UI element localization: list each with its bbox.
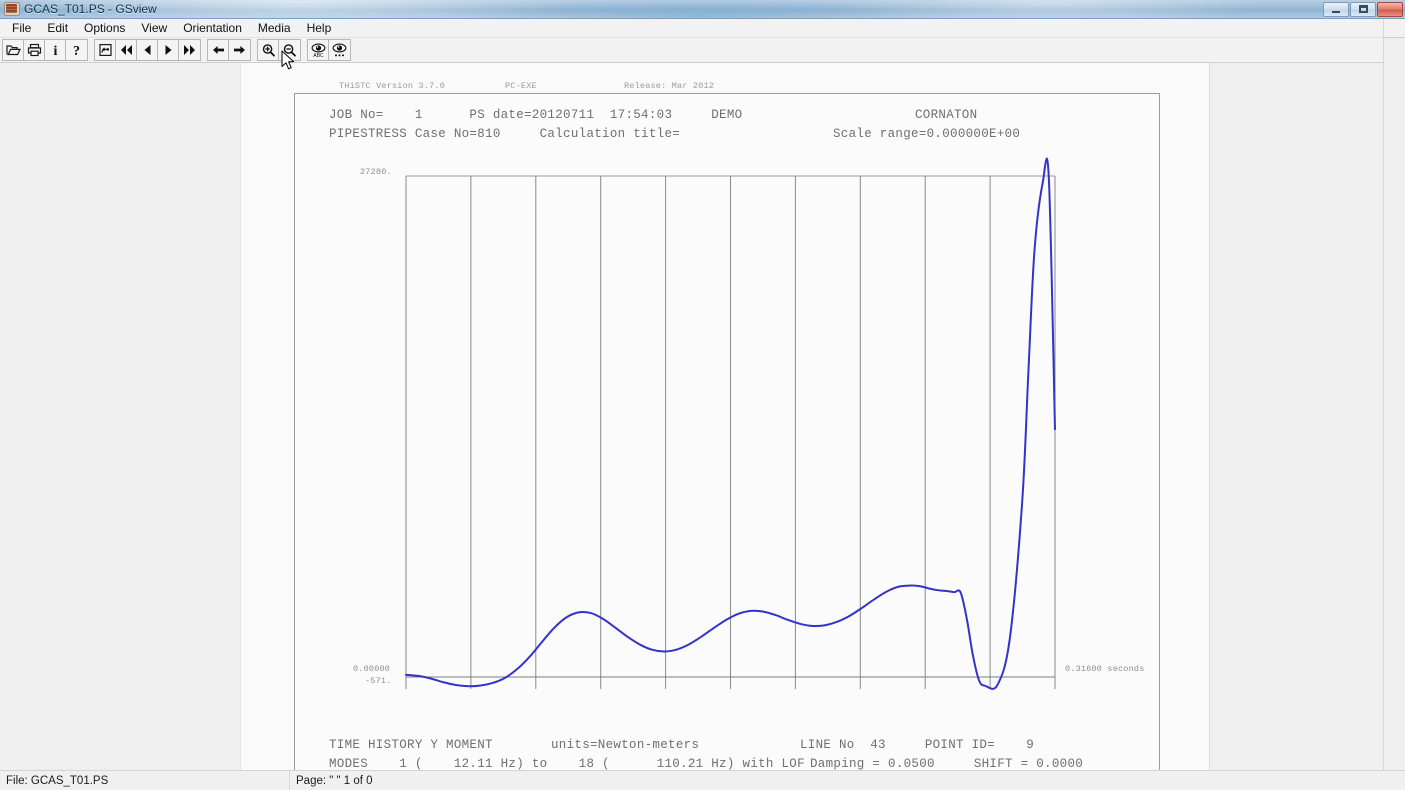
header-scale-range: Scale range=0.000000E+00: [833, 127, 1021, 141]
document-canvas[interactable]: THiSTC Version 3.7.0 PC-EXE Release: Mar…: [0, 63, 1383, 770]
banner-platform: PC-EXE: [505, 81, 537, 91]
footer-line-id: LINE No 43 POINT ID= 9: [800, 738, 1035, 752]
header-case-line: PIPESTRESS Case No=810 Calculation title…: [329, 127, 681, 141]
menu-item-help[interactable]: Help: [306, 21, 332, 35]
header-site: CORNATON: [915, 108, 978, 122]
toolbar-group-history: [207, 39, 251, 61]
window-title-bar[interactable]: GCAS_T01.PS - GSview: [0, 0, 1405, 19]
status-file: File: GCAS_T01.PS: [0, 771, 290, 790]
display-image-icon[interactable]: [329, 40, 350, 60]
window-title: GCAS_T01.PS - GSview: [24, 2, 157, 16]
plot-gridlines: [405, 175, 1056, 689]
y-axis-max-label: 27280.: [360, 167, 392, 177]
footer-title: TIME HISTORY Y MOMENT: [329, 738, 493, 752]
next-page-icon[interactable]: [158, 40, 179, 60]
banner-product: THiSTC Version 3.7.0: [339, 81, 446, 91]
goto-forward-icon[interactable]: [229, 40, 250, 60]
info-icon[interactable]: i: [45, 40, 66, 60]
menu-item-file[interactable]: File: [12, 21, 32, 35]
display-text-icon[interactable]: ABC: [308, 40, 329, 60]
svg-text:i: i: [53, 44, 57, 57]
y-axis-min-label: -571.: [365, 676, 392, 686]
window-controls: [1323, 1, 1405, 17]
menu-item-orientation[interactable]: Orientation: [183, 21, 242, 35]
open-file-icon[interactable]: [3, 40, 24, 60]
data-series-curve: [405, 157, 1056, 690]
zoom-out-icon[interactable]: [279, 40, 300, 60]
toolbar-group-navigation: [94, 39, 201, 61]
menu-bar: File Edit Options View Orientation Media…: [0, 19, 1405, 38]
print-icon[interactable]: [24, 40, 45, 60]
banner-release: Release: Mar 2012: [624, 81, 715, 91]
toolbar-group-zoom: [257, 39, 301, 61]
previous-page-icon[interactable]: [137, 40, 158, 60]
menu-item-options[interactable]: Options: [84, 21, 126, 35]
toolbar-group-display: ABC: [307, 39, 351, 61]
status-bar: File: GCAS_T01.PS Page: " " 1 of 0: [0, 770, 1405, 790]
svg-text:ABC: ABC: [313, 53, 324, 59]
menu-item-view[interactable]: View: [141, 21, 168, 35]
maximize-button[interactable]: [1350, 1, 1376, 17]
right-panel-strip-top: [1384, 19, 1405, 38]
footer-units: units=Newton-meters: [551, 738, 700, 752]
postscript-page: THiSTC Version 3.7.0 PC-EXE Release: Mar…: [240, 63, 1210, 770]
goto-backward-icon[interactable]: [208, 40, 229, 60]
plot-frame: JOB No= 1 PS date=20120711 17:54:03 DEMO…: [294, 93, 1160, 770]
header-job-line: JOB No= 1 PS date=20120711 17:54:03 DEMO: [329, 108, 743, 122]
time-history-plot: [405, 157, 1056, 690]
first-page-icon[interactable]: [116, 40, 137, 60]
toolbar: i ?: [0, 38, 1405, 63]
toolbar-group-file: i ?: [2, 39, 88, 61]
right-panel-strip: [1383, 19, 1405, 770]
select-page-icon[interactable]: [95, 40, 116, 60]
app-icon: [4, 2, 20, 16]
zoom-in-icon[interactable]: [258, 40, 279, 60]
x-axis-end-label: 0.31600 seconds: [1065, 664, 1145, 674]
footer-modes: MODES 1 ( 12.11 Hz) to 18 ( 110.21 Hz) w…: [329, 757, 805, 770]
menu-item-edit[interactable]: Edit: [47, 21, 69, 35]
last-page-icon[interactable]: [179, 40, 200, 60]
footer-damping: Damping = 0.0500 SHIFT = 0.0000: [810, 757, 1084, 770]
minimize-button[interactable]: [1323, 1, 1349, 17]
help-icon[interactable]: ?: [66, 40, 87, 60]
y-axis-zero-label: 0.00000: [353, 664, 391, 674]
status-page: Page: " " 1 of 0: [296, 774, 373, 787]
close-button[interactable]: [1377, 1, 1403, 17]
svg-text:?: ?: [73, 44, 80, 57]
menu-item-media[interactable]: Media: [257, 21, 291, 35]
